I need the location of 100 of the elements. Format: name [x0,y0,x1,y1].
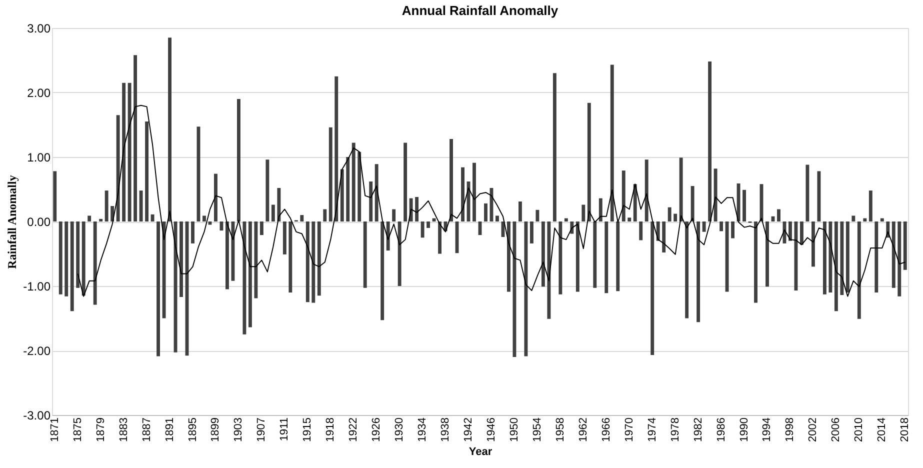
x-tick-label: 1966 [600,418,612,442]
y-tick-label: 2.00 [27,86,51,100]
bar [363,222,367,288]
bar [662,222,666,252]
y-tick-label: 1.00 [27,150,51,164]
bar [150,214,154,222]
bar [70,222,74,312]
x-tick-label: 1903 [232,418,245,442]
bar [162,222,166,318]
bar [811,222,815,267]
bar [846,222,850,292]
bar [450,138,453,222]
bar [346,157,350,222]
x-tick-label: 1871 [48,418,61,442]
bar [288,222,292,292]
bar [139,190,143,222]
bar [536,210,540,222]
bar [128,82,132,222]
bar [604,222,608,294]
x-tick-label: 1887 [140,418,153,442]
bar [472,162,476,222]
chart-title: Annual Rainfall Anomally [402,3,559,18]
bar [598,198,602,222]
bar [134,55,138,222]
bar [552,73,556,222]
line-series [77,104,906,297]
bar [415,196,419,222]
bar [328,127,332,222]
bar [696,222,700,322]
bar [99,218,103,222]
bar [742,190,746,222]
bar [122,82,126,222]
bar [358,152,362,222]
bar [874,222,878,292]
x-axis-title: Year [468,446,493,458]
bar [398,222,402,286]
bar [507,222,510,292]
bar [512,222,516,357]
x-tick-label: 1899 [210,418,222,442]
bar [628,218,632,222]
bar [828,222,832,292]
x-tick-label: 1875 [72,418,84,442]
bar [777,209,780,222]
bar [58,222,62,294]
bar [898,222,902,296]
bar [236,98,240,222]
bar [731,222,734,238]
bar [610,64,614,222]
bar [323,209,327,222]
bar [386,222,390,251]
bar [191,222,194,244]
bar [587,102,591,222]
y-tick-label: 3.00 [27,22,51,36]
bar [558,222,562,294]
bar [374,164,378,222]
x-tick-label: 2010 [853,418,866,442]
bar [340,169,344,222]
bar [226,222,229,290]
bar [593,222,597,288]
bar [116,115,120,222]
x-tick-label: 1891 [164,418,176,442]
bar [720,222,724,232]
bar [541,222,545,287]
bar [852,216,856,222]
bar [644,160,648,222]
bar [88,216,92,222]
y-tick-label: -2.00 [23,344,51,358]
bar [271,204,275,222]
bar [64,222,68,296]
bar [857,222,861,319]
bar [639,222,643,240]
bar [242,222,246,334]
x-tick-label: 1958 [554,418,566,442]
bar [484,203,488,222]
x-tick-label: 1994 [761,418,774,442]
bar [616,222,620,292]
bar [518,202,522,222]
x-tick-label: 1978 [669,418,682,442]
bar [266,160,270,222]
bar [650,222,654,356]
bar [306,222,310,302]
bar [404,142,408,222]
x-tick-label: 1907 [256,418,268,442]
bar [432,218,436,222]
bar [530,222,534,244]
y-tick-label: 0.00 [27,215,51,229]
bar [576,222,580,292]
x-tick-label: 1915 [302,418,314,442]
bar [754,222,758,303]
x-tick-label: 1895 [186,418,199,442]
x-tick-label: 1998 [784,418,796,442]
bar [156,222,160,356]
bar [840,222,844,296]
y-tick-label: -1.00 [23,280,51,294]
x-tick-label: 1938 [440,418,452,442]
y-tick-label: -3.00 [23,408,51,422]
x-tick-label: 1926 [370,418,383,442]
bar [582,204,586,222]
bar [312,222,316,303]
x-tick-label: 1990 [738,418,750,442]
